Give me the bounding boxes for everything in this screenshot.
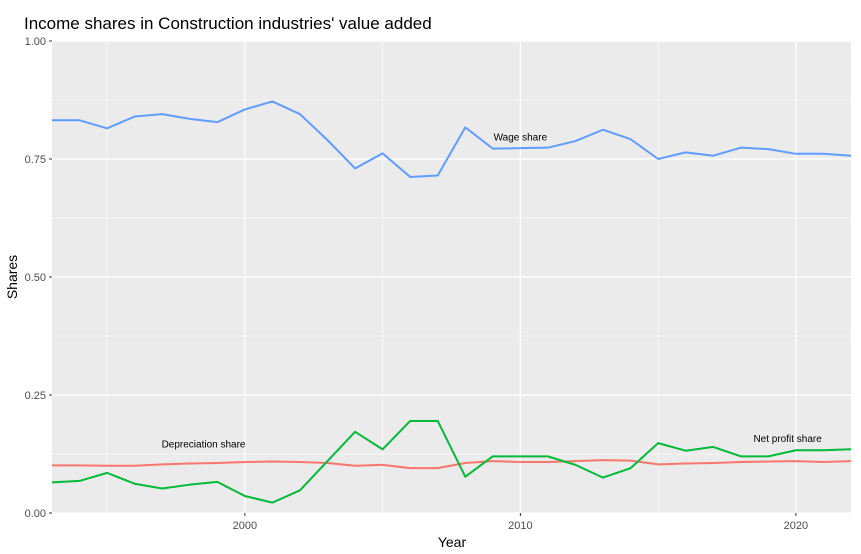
annotations: Wage share Depreciation share Net profit s… (162, 132, 823, 450)
x-axis-ticks: 2000 2010 2020 (233, 513, 808, 532)
net-profit-share-line (51, 419, 852, 504)
y-tick-label: 0.00 (25, 508, 46, 520)
y-tick-label: 0.75 (25, 154, 46, 166)
y-tick-label: 1.00 (25, 36, 46, 48)
wage-share-line (52, 100, 852, 178)
y-tick-label: 0.50 (25, 272, 46, 284)
chart-title: Income shares in Construction industries… (24, 14, 432, 33)
annotation-label: Net profit share (753, 434, 822, 445)
depreciation-share-line (52, 459, 852, 470)
x-tick-label: 2010 (508, 520, 532, 532)
y-axis-ticks: 0.00 0.25 0.50 0.75 1.00 (25, 36, 52, 520)
annotation-label: Wage share (494, 132, 548, 143)
y-axis-title: Shares (4, 255, 20, 299)
annotation-label: Depreciation share (162, 440, 246, 451)
x-tick-label: 2020 (784, 520, 808, 532)
x-axis-title: Year (438, 534, 467, 550)
major-gridlines (52, 40, 851, 514)
y-tick-label: 0.25 (25, 390, 46, 402)
x-tick-label: 2000 (233, 520, 257, 532)
series-lines (51, 100, 852, 504)
